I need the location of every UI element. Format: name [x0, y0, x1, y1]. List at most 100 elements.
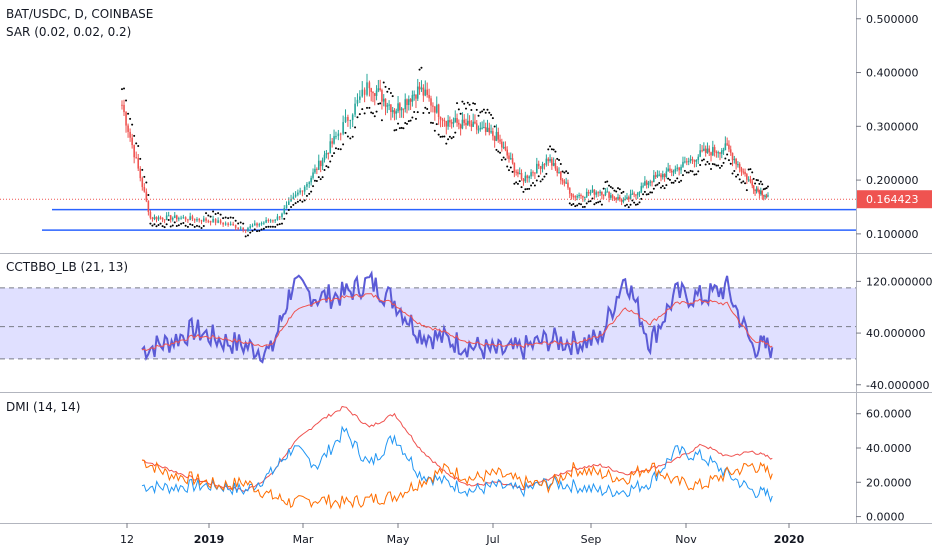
sar-dot: [658, 182, 661, 185]
dmi-panel[interactable]: 0.0000 20.0000 40.0000 60.0000: [141, 405, 912, 524]
candle-body: [758, 189, 761, 194]
candle-body: [710, 152, 712, 156]
sar-dot: [672, 181, 675, 184]
candle-body: [125, 112, 127, 126]
sar-dot: [366, 106, 369, 109]
sar-dot: [583, 205, 586, 208]
sar-dot: [509, 166, 512, 169]
candle-body: [672, 171, 675, 173]
candle-body: [572, 195, 575, 197]
sar-dot: [670, 181, 673, 184]
sar-dot: [145, 181, 148, 184]
sar-dot: [344, 131, 347, 134]
dmi-series-line: [141, 425, 773, 503]
sar-dot: [549, 145, 552, 148]
sar-dot: [609, 186, 612, 189]
candle-body: [123, 104, 125, 113]
candle-body: [441, 119, 444, 121]
candle-body: [209, 220, 212, 223]
sar-dot: [547, 148, 550, 151]
dmi-tick-label: 20.0000: [866, 476, 912, 489]
sar-dot: [299, 199, 302, 202]
price-panel[interactable]: 0.100000 0.200000 0.300000 0.400000 0.500000…: [0, 13, 932, 241]
time-axis[interactable]: 12 2019 Mar May Jul Sep Nov 2020: [120, 523, 805, 546]
candle-body: [329, 141, 332, 154]
sar-dot: [566, 172, 569, 175]
sar-dot: [308, 192, 311, 195]
sar-dot: [706, 160, 709, 163]
candle-body: [212, 218, 214, 223]
sar-dot: [718, 166, 721, 169]
candle-body: [290, 198, 292, 202]
candle-body: [740, 168, 743, 172]
sar-dot: [640, 197, 643, 200]
candle-body: [591, 189, 594, 193]
candle-body: [187, 219, 189, 221]
candle-body: [321, 159, 324, 167]
sar-dot: [595, 201, 598, 204]
sar-dot: [518, 180, 521, 183]
sar-dot: [267, 225, 270, 228]
candle-body: [317, 160, 320, 170]
sar-dot: [490, 113, 493, 116]
candle-body: [222, 222, 224, 225]
candle-body: [461, 119, 464, 129]
candle-body: [244, 229, 247, 231]
dmi-legend[interactable]: DMI (14, 14): [6, 400, 81, 414]
x-tick-label: Sep: [581, 533, 602, 546]
sar-dot: [125, 99, 128, 102]
sar-dot: [342, 143, 345, 146]
candle-body: [589, 192, 592, 194]
candle-body: [137, 157, 140, 169]
candle-body: [459, 124, 462, 129]
candle-body: [561, 179, 564, 182]
sar-dot: [135, 142, 138, 145]
candle-body: [207, 220, 210, 222]
sar-dot: [727, 159, 730, 162]
candle-body: [744, 171, 746, 175]
candle-body: [141, 178, 144, 188]
sar-dot: [395, 128, 398, 131]
sar-dot: [411, 116, 414, 119]
sar-dot: [715, 164, 718, 167]
candle-body: [430, 98, 432, 106]
cctbbo-legend[interactable]: CCTBBO_LB (21, 13): [6, 260, 129, 274]
candle-body: [377, 88, 380, 91]
candle-body: [276, 216, 279, 220]
last-price-label: 0.164423: [866, 193, 919, 206]
sar-dot: [209, 215, 212, 218]
sar-dot: [752, 177, 755, 180]
candle-body: [549, 159, 551, 162]
x-tick-label: May: [387, 533, 410, 546]
sar-legend[interactable]: SAR (0.02, 0.02, 0.2): [6, 25, 132, 39]
candle-body: [685, 161, 688, 163]
sar-dot: [430, 121, 433, 124]
sar-dot: [379, 102, 382, 105]
symbol-legend[interactable]: BAT/USDC, D, COINBASE: [6, 7, 154, 21]
cctbbo-panel[interactable]: -40.000000 40.000000 120.000000: [0, 270, 932, 392]
sar-dot: [475, 108, 478, 111]
candle-body: [488, 127, 491, 133]
sar-dot: [200, 226, 203, 229]
sar-dot: [613, 189, 616, 192]
candle-body: [368, 82, 371, 89]
sar-dot: [234, 219, 237, 222]
candle-body: [580, 195, 582, 197]
dmi-series-line: [141, 459, 773, 510]
sar-dot: [736, 173, 739, 176]
candle-body: [704, 148, 707, 153]
sar-dot: [400, 126, 403, 129]
sar-dot: [151, 224, 154, 227]
sar-dot: [414, 117, 417, 120]
cct-tick-label: 120.000000: [866, 275, 932, 288]
candle-body: [610, 195, 612, 198]
candle-body: [242, 227, 244, 230]
candle-body: [335, 136, 337, 138]
sar-dot: [256, 230, 259, 233]
candle-body: [143, 187, 146, 192]
sar-dot: [524, 188, 527, 191]
candle-body: [422, 87, 425, 96]
candle-body: [532, 172, 534, 174]
candle-body: [161, 217, 164, 220]
sar-dot: [477, 114, 480, 117]
